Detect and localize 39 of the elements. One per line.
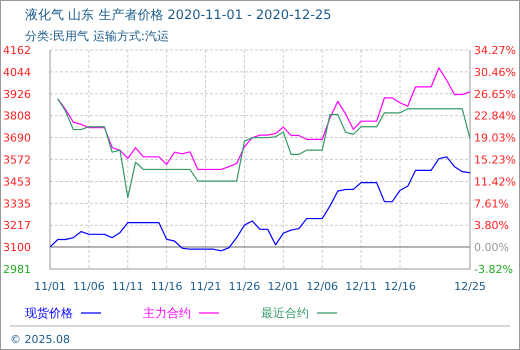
y-tick-label: 4044 xyxy=(3,66,31,79)
y2-tick-label: 26.65% xyxy=(474,88,516,101)
x-tick-label: 12/11 xyxy=(345,280,377,293)
x-tick-label: 12/16 xyxy=(384,280,416,293)
y-tick-label: 3453 xyxy=(3,175,31,188)
x-tick-label: 12/25 xyxy=(454,280,486,293)
y2-tick-label: 15.23% xyxy=(474,153,516,166)
y-tick-label: 3217 xyxy=(3,219,31,232)
x-tick-label: 11/06 xyxy=(73,280,105,293)
y2-tick-label: 30.46% xyxy=(474,66,516,79)
x-tick-label: 11/11 xyxy=(112,280,144,293)
y-tick-label: 3926 xyxy=(3,88,31,101)
y-tick-label: 3808 xyxy=(3,110,31,123)
y2-tick-label: 22.84% xyxy=(474,110,516,123)
y2-tick-label: 19.03% xyxy=(474,132,516,145)
y2-tick-label: 7.61% xyxy=(474,197,509,210)
legend-label: 主力合约 xyxy=(143,306,191,320)
y-tick-label: 3335 xyxy=(3,197,31,210)
legend-label: 现货价格 xyxy=(25,306,73,320)
x-tick-label: 11/01 xyxy=(34,280,66,293)
x-tick-label: 11/16 xyxy=(150,280,183,293)
chart-title: 液化气 山东 生产者价格 2020-11-01 - 2020-12-25 xyxy=(25,8,332,23)
text: © 2025.08 xyxy=(10,333,70,346)
y2-tick-label: 3.80% xyxy=(474,219,509,232)
x-tick-label: 12/01 xyxy=(267,280,300,293)
y-tick-label: 3100 xyxy=(3,240,31,254)
y2-tick-label: 11.42% xyxy=(474,175,516,188)
x-tick-label: 12/06 xyxy=(306,280,338,293)
y-tick-label: 3572 xyxy=(3,153,31,166)
y2-tick-label: 0.00% xyxy=(474,241,509,254)
y2-tick-label: 34.27% xyxy=(474,44,516,57)
y-tick-label: 2981 xyxy=(3,263,31,276)
x-tick-label: 11/26 xyxy=(228,280,260,293)
y2-tick-label: -3.82% xyxy=(474,263,513,276)
y-tick-label: 3690 xyxy=(3,132,31,145)
y-tick-label: 4162 xyxy=(3,44,31,57)
chart-subtitle: 分类:民用气 运输方式:汽运 xyxy=(25,29,169,43)
x-tick-label: 11/21 xyxy=(190,280,222,293)
legend-label: 最近合约 xyxy=(261,306,309,320)
